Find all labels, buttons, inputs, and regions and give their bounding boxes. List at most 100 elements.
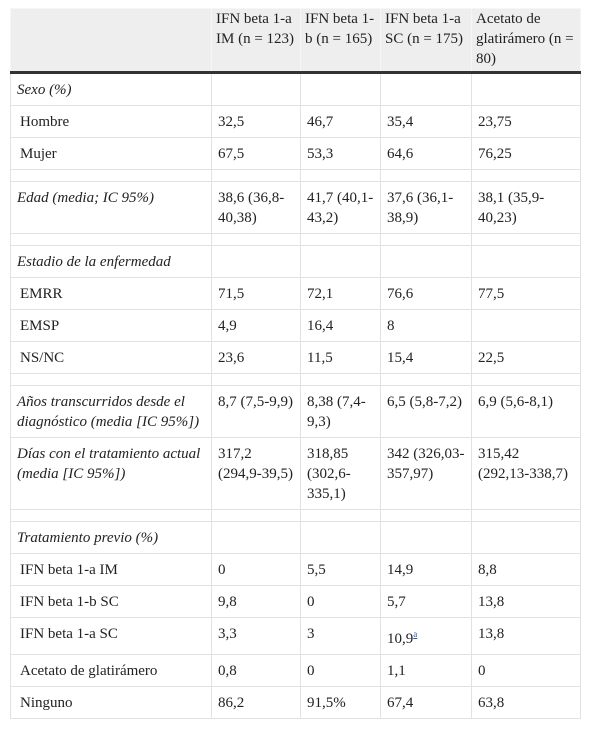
- table-row: Acetato de glatirámero 0,8 0 1,1 0: [10, 654, 581, 687]
- cell: 22,5: [471, 341, 581, 374]
- spacer-row: [10, 373, 581, 386]
- empty-cell: [211, 245, 301, 278]
- table-row: Tratamiento previo (%): [10, 521, 581, 554]
- header-cell: IFN beta 1-a IM (n = 123): [211, 8, 301, 74]
- cell: 5,5: [300, 553, 381, 586]
- cell: 76,25: [471, 137, 581, 170]
- table-row: Días con el tratamiento actual (media [I…: [10, 437, 581, 510]
- row-heading: Tratamiento previo (%): [10, 521, 212, 554]
- spacer-cell: [471, 233, 581, 246]
- cell: 15,4: [380, 341, 472, 374]
- empty-cell: [471, 309, 581, 342]
- cell: 63,8: [471, 686, 581, 719]
- cell: 67,5: [211, 137, 301, 170]
- spacer-cell: [211, 509, 301, 522]
- empty-cell: [300, 72, 381, 106]
- cell: 23,6: [211, 341, 301, 374]
- spacer-cell: [471, 509, 581, 522]
- cell: 6,9 (5,6-8,1): [471, 385, 581, 438]
- cell: 14,9: [380, 553, 472, 586]
- empty-cell: [300, 245, 381, 278]
- cell: 0: [300, 585, 381, 618]
- spacer-cell: [471, 169, 581, 182]
- cell: 53,3: [300, 137, 381, 170]
- spacer-cell: [10, 233, 212, 246]
- table-row: Mujer 67,5 53,3 64,6 76,25: [10, 137, 581, 170]
- spacer-cell: [10, 373, 212, 386]
- spacer-cell: [380, 233, 472, 246]
- header-cell: IFN beta 1-a SC (n = 175): [380, 8, 472, 74]
- spacer-row: [10, 169, 581, 182]
- empty-cell: [471, 245, 581, 278]
- spacer-cell: [300, 233, 381, 246]
- row-label: IFN beta 1-a SC: [10, 617, 212, 655]
- cell: 77,5: [471, 277, 581, 310]
- cell: 86,2: [211, 686, 301, 719]
- empty-cell: [211, 72, 301, 106]
- cell: 1,1: [380, 654, 472, 687]
- header-row: IFN beta 1-a IM (n = 123) IFN beta 1-b (n…: [10, 8, 581, 74]
- cell: 342 (326,03-357,97): [380, 437, 472, 510]
- spacer-cell: [211, 233, 301, 246]
- cell: 318,85 (302,6-335,1): [300, 437, 381, 510]
- cell: 76,6: [380, 277, 472, 310]
- cell: 3,3: [211, 617, 301, 655]
- table-row: IFN beta 1-a IM 0 5,5 14,9 8,8: [10, 553, 581, 586]
- cell: 4,9: [211, 309, 301, 342]
- table-row: Sexo (%): [10, 72, 581, 106]
- row-label: Hombre: [10, 105, 212, 138]
- table-row: Años transcurridos desde el diagnóstico …: [10, 385, 581, 438]
- spacer-cell: [300, 373, 381, 386]
- table-header: IFN beta 1-a IM (n = 123) IFN beta 1-b (n…: [10, 8, 581, 74]
- spacer-row: [10, 233, 581, 246]
- header-cell: IFN beta 1-b (n = 165): [300, 8, 381, 74]
- cell: 315,42 (292,13-338,7): [471, 437, 581, 510]
- spacer-cell: [211, 169, 301, 182]
- table-row: EMRR 71,5 72,1 76,6 77,5: [10, 277, 581, 310]
- cell: 13,8: [471, 585, 581, 618]
- row-label: EMSP: [10, 309, 212, 342]
- cell: 317,2 (294,9-39,5): [211, 437, 301, 510]
- header-cell: Acetato de glatirámero (n = 80): [471, 8, 581, 74]
- row-heading: Años transcurridos desde el diagnóstico …: [10, 385, 212, 438]
- cell: 6,5 (5,8-7,2): [380, 385, 472, 438]
- cell: 0,8: [211, 654, 301, 687]
- header-cell: [10, 8, 212, 74]
- cell: 11,5: [300, 341, 381, 374]
- cell: 37,6 (36,1-38,9): [380, 181, 472, 234]
- row-heading: Días con el tratamiento actual (media [I…: [10, 437, 212, 510]
- cell: 35,4: [380, 105, 472, 138]
- row-label: EMRR: [10, 277, 212, 310]
- cell: 67,4: [380, 686, 472, 719]
- spacer-cell: [380, 169, 472, 182]
- empty-cell: [211, 521, 301, 554]
- row-label: IFN beta 1-b SC: [10, 585, 212, 618]
- row-label: Acetato de glatirámero: [10, 654, 212, 687]
- row-label: IFN beta 1-a IM: [10, 553, 212, 586]
- row-heading: Edad (media; IC 95%): [10, 181, 212, 234]
- cell: 0: [300, 654, 381, 687]
- table-row: Estadio de la enfermedad: [10, 245, 581, 278]
- cell: 8,38 (7,4-9,3): [300, 385, 381, 438]
- empty-cell: [300, 521, 381, 554]
- table-row: Ninguno 86,2 91,5% 67,4 63,8: [10, 686, 581, 719]
- cell: 38,1 (35,9-40,23): [471, 181, 581, 234]
- empty-cell: [471, 72, 581, 106]
- cell: 38,6 (36,8-40,38): [211, 181, 301, 234]
- table-row: Edad (media; IC 95%) 38,6 (36,8-40,38) 41,…: [10, 181, 581, 234]
- empty-cell: [380, 245, 472, 278]
- table-body: Sexo (%) Hombre 32,5 46,7 35,4 23,75 Mujer 67,5…: [10, 72, 581, 719]
- spacer-row: [10, 509, 581, 522]
- empty-cell: [380, 72, 472, 106]
- footnote-mark: a: [413, 629, 418, 639]
- spacer-cell: [300, 169, 381, 182]
- cell: 8,8: [471, 553, 581, 586]
- spacer-cell: [10, 509, 212, 522]
- cell: 10,9a: [380, 617, 472, 655]
- empty-cell: [380, 521, 472, 554]
- cell: 91,5%: [300, 686, 381, 719]
- row-label: Ninguno: [10, 686, 212, 719]
- table-row: IFN beta 1-b SC 9,8 0 5,7 13,8: [10, 585, 581, 618]
- data-table: IFN beta 1-a IM (n = 123) IFN beta 1-b (n…: [10, 8, 581, 719]
